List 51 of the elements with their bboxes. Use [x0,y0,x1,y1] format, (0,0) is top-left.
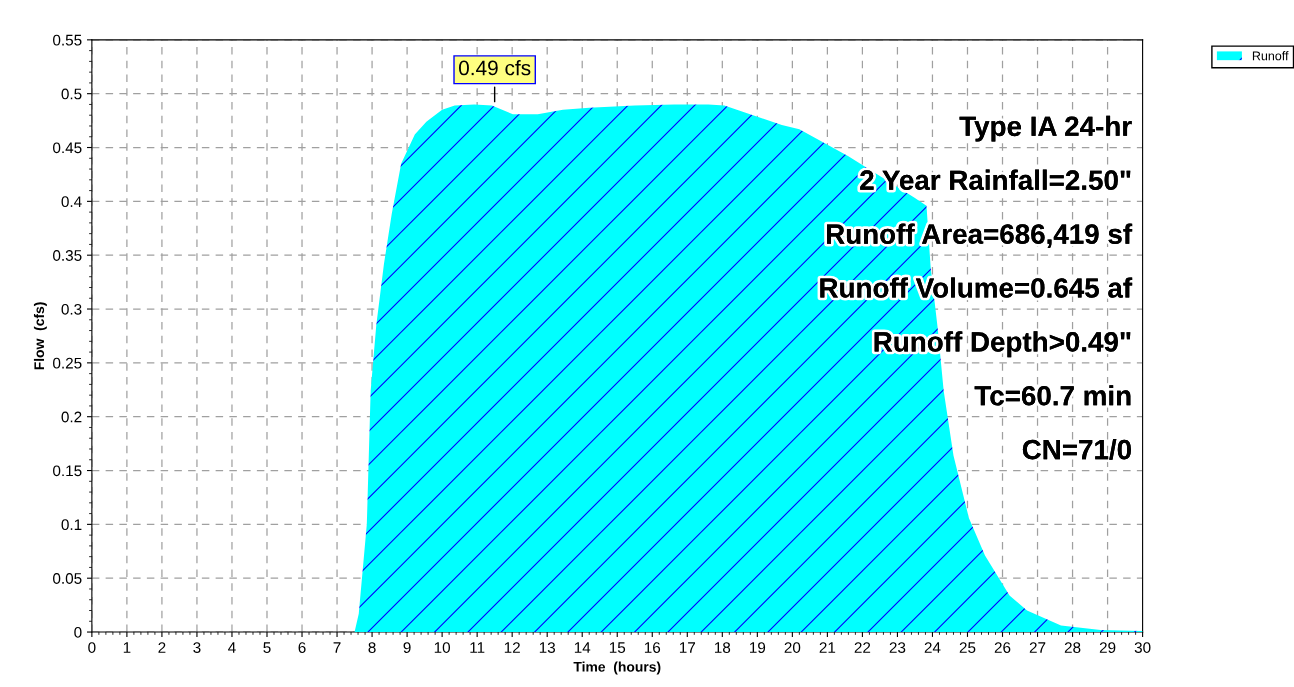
x-tick-label: 12 [504,642,520,653]
y-tick-label: 0.55 [53,34,82,46]
x-tick-label: 16 [644,642,661,653]
x-tick-label: 18 [714,642,731,653]
x-tick-label: 20 [784,642,801,653]
x-axis-title: Time (hours) [573,661,661,675]
x-tick-label: 30 [1134,642,1151,653]
annotation: Type IA 24-hr [959,115,1132,142]
x-tick-label: 0 [88,642,96,653]
x-tick-label: 8 [368,642,376,653]
y-tick-label: 0.15 [53,465,82,477]
y-tick-label: 0.05 [53,573,82,584]
x-tick-label: 25 [959,642,976,653]
x-tick-label: 9 [403,642,411,653]
x-tick-label: 6 [298,642,306,653]
y-tick-label: 0.4 [61,196,82,208]
x-tick-label: 13 [539,642,556,653]
x-tick-label: 4 [228,642,236,653]
x-tick-label: 7 [333,642,341,653]
y-tick-label: 0.5 [61,88,82,100]
x-tick-label: 23 [889,642,906,653]
annotation: Tc=60.7 min [974,385,1131,406]
annotation: CN=71/0 [1022,439,1131,460]
y-axis-title: Flow (cfs) [33,302,47,370]
y-tick-label: 0.3 [61,303,82,315]
x-tick-label: 15 [609,642,626,653]
x-tick-label: 11 [470,642,485,653]
x-tick-label: 5 [263,642,271,653]
x-tick-label: 17 [679,642,696,653]
x-tick-label: 14 [574,642,591,653]
x-tick-label: 24 [924,642,941,653]
y-tick-label: 0 [74,626,82,638]
annotation: 2 Year Rainfall=2.50" [860,169,1131,191]
legend-label: Runoff [1252,51,1289,61]
annotation: 0.49 cfs [458,60,531,76]
y-tick-label: 0.1 [61,519,82,531]
y-tick-label: 0.2 [61,411,82,423]
x-tick-label: 3 [193,642,201,653]
x-tick-label: 19 [750,642,766,653]
y-tick-label: 0.45 [53,142,82,154]
x-tick-label: 26 [994,642,1011,653]
y-tick-label: 0.35 [53,250,82,261]
x-tick-label: 1 [123,642,131,653]
x-tick-label: 29 [1099,642,1116,653]
x-tick-label: 27 [1029,642,1046,653]
x-tick-label: 21 [819,642,836,653]
x-tick-label: 10 [434,642,451,653]
x-tick-label: 2 [158,642,166,653]
x-tick-label: 22 [854,642,871,653]
y-tick-label: 0.25 [53,357,82,369]
x-tick-label: 28 [1064,642,1081,653]
